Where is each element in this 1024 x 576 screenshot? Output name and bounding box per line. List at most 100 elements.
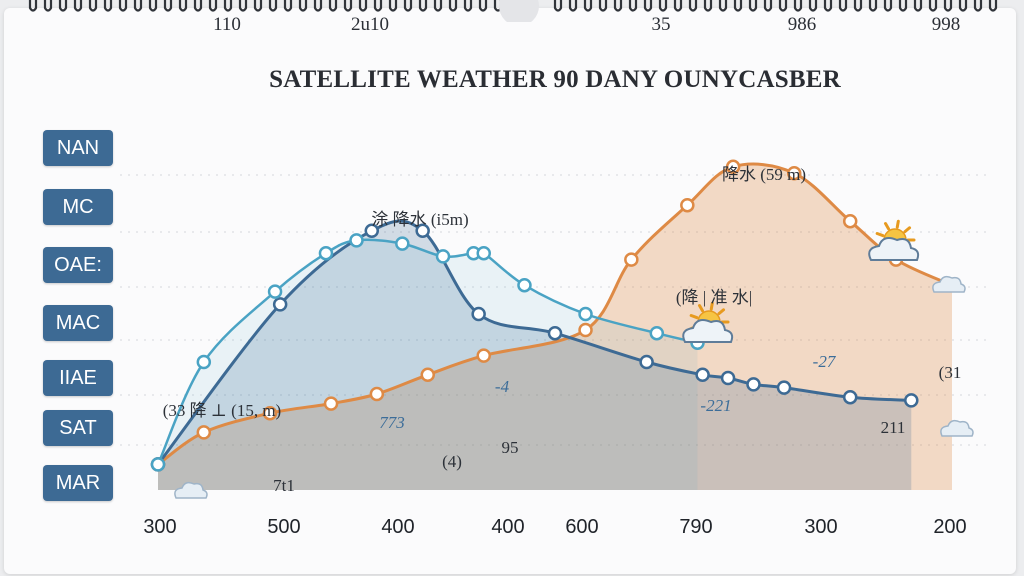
x-tick-label: 300: [143, 516, 176, 538]
binding-ring: [328, 0, 338, 12]
side-label: MAR: [43, 465, 113, 501]
series-areas: [158, 164, 952, 490]
data-point: [842, 213, 858, 229]
binding-hole: [499, 0, 539, 22]
binding-ring: [388, 0, 398, 12]
annotation: (降 | 准 水|: [676, 288, 752, 307]
data-point: [786, 165, 802, 181]
chart-title: SATELLITE WEATHER 90 DANY OUNYCASBER: [269, 66, 841, 93]
sun-ray: [895, 219, 900, 229]
data-point: [776, 380, 792, 395]
cloud-shape: [932, 275, 966, 293]
binding-ring: [73, 0, 83, 12]
cloud-shape: [682, 319, 734, 343]
weather-icons: [174, 219, 974, 499]
top-tick-label: 110: [213, 14, 241, 35]
side-label: NAN: [43, 130, 113, 166]
data-point: [578, 322, 593, 338]
binding-ring: [613, 0, 623, 12]
binding-ring: [463, 0, 473, 12]
data-point: [267, 284, 283, 299]
x-tick-label: 400: [381, 516, 414, 538]
binding-ring: [988, 0, 998, 12]
binding-ring: [778, 0, 788, 12]
binding-ring: [703, 0, 713, 12]
binding-ring: [208, 0, 218, 12]
binding-ring: [268, 0, 278, 12]
binding-ring: [223, 0, 233, 12]
top-tick-label: 998: [931, 14, 961, 35]
data-point: [395, 236, 410, 251]
sun-ray: [884, 222, 890, 231]
binding-ring: [928, 0, 938, 12]
data-point: [196, 425, 212, 440]
annotation: 降水 (59 m): [722, 165, 806, 184]
binding-ring: [718, 0, 728, 12]
binding-ring: [313, 0, 323, 12]
sun-ray: [875, 232, 885, 238]
annotation: 7t1: [273, 476, 295, 495]
cloud-icon: [932, 275, 966, 293]
sun-ray: [903, 226, 912, 234]
binding-ring: [103, 0, 113, 12]
binding-ring: [163, 0, 173, 12]
data-point: [471, 306, 486, 322]
series-area: [158, 164, 952, 490]
side-label: IIAE: [43, 360, 113, 396]
binding-ring: [958, 0, 968, 12]
annotation: (4): [442, 452, 462, 471]
x-tick-label: 300: [804, 516, 837, 538]
binding-ring: [658, 0, 668, 12]
data-point: [435, 249, 451, 264]
binding-ring: [478, 0, 488, 12]
data-point: [318, 245, 334, 261]
binding-ring: [88, 0, 98, 12]
data-point: [415, 223, 430, 239]
data-point: [517, 277, 532, 293]
binding-ring: [178, 0, 188, 12]
data-point: [476, 245, 491, 261]
data-point: [547, 325, 563, 341]
series-area: [158, 220, 912, 490]
top-tick-label: 2u10: [351, 14, 389, 35]
annotation: 95: [502, 438, 519, 457]
cloud-shape: [940, 419, 974, 437]
binding-ring: [808, 0, 818, 12]
binding-ring: [883, 0, 893, 12]
cloud-icon: [174, 481, 208, 499]
binding-ring: [598, 0, 608, 12]
x-tick-label: 500: [267, 516, 300, 538]
series-points: [150, 159, 960, 472]
data-point: [639, 354, 654, 370]
cloud-shape: [868, 237, 920, 261]
annotation: (31: [939, 363, 962, 382]
data-point: [364, 223, 380, 239]
side-label: SAT: [43, 410, 113, 446]
binding-ring: [118, 0, 128, 12]
cloud-shape: [174, 481, 208, 499]
annotation: -4: [495, 377, 510, 396]
data-point: [196, 354, 212, 370]
data-point: [720, 370, 736, 386]
data-point: [369, 386, 385, 402]
sun-cloud-icon: [682, 301, 734, 343]
binding-ring: [148, 0, 158, 12]
binding-ring: [898, 0, 908, 12]
annotation: 773: [379, 413, 405, 432]
binding-ring: [418, 0, 428, 12]
binding-ring: [973, 0, 983, 12]
binding-ring: [28, 0, 38, 12]
binding-ring: [913, 0, 923, 12]
binding-ring: [43, 0, 53, 12]
x-axis-tick-labels: 300 500 400 400 600 790 300 200: [143, 516, 966, 538]
sun-ray: [689, 314, 699, 320]
side-label: MC: [43, 189, 113, 225]
binding-ring: [253, 0, 263, 12]
binding-ring: [58, 0, 68, 12]
data-point: [578, 306, 593, 322]
binding-ring: [838, 0, 848, 12]
binding-ring: [763, 0, 773, 12]
data-point: [746, 377, 761, 392]
binding-ring: [943, 0, 953, 12]
data-point: [476, 348, 491, 363]
